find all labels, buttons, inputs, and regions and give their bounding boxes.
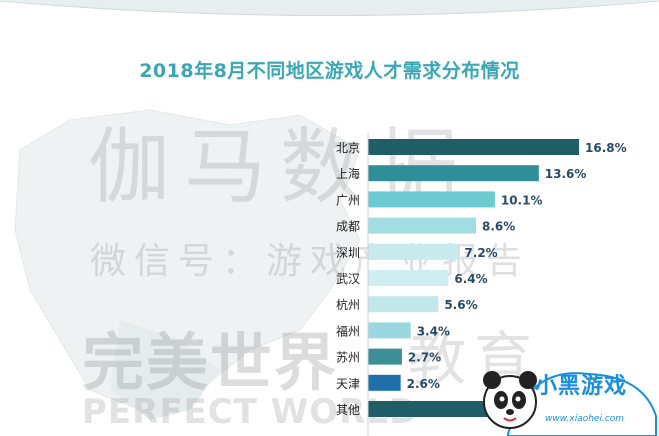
- bar-value-label: 10.1%: [501, 193, 543, 207]
- bar-value-label: 3.4%: [417, 324, 450, 338]
- category-label: 上海: [336, 166, 360, 181]
- category-label: 深圳: [336, 246, 360, 260]
- bar-value-label: 16.8%: [585, 141, 627, 155]
- bar: [368, 191, 495, 208]
- bar-value-label: 2.6%: [407, 377, 440, 391]
- bar: [368, 374, 401, 391]
- bar-value-label: 7.2%: [464, 246, 497, 260]
- bar-value-label: 2.7%: [408, 351, 441, 365]
- top-divider-arc: [0, 0, 659, 16]
- bar: [368, 322, 411, 339]
- bar-value-label: 8.6%: [482, 220, 515, 234]
- category-label: 北京: [336, 141, 360, 155]
- category-label: 成都: [336, 220, 360, 234]
- logo-url: www.xiaohei.com: [545, 414, 625, 424]
- china-map-background: [14, 109, 361, 420]
- category-label: 广州: [336, 193, 360, 207]
- category-label: 武汉: [336, 272, 360, 286]
- bar: [368, 270, 449, 286]
- bar: [368, 243, 459, 260]
- bar: [368, 165, 539, 182]
- category-label: 苏州: [336, 351, 360, 365]
- bar: [368, 217, 477, 234]
- bar: [368, 348, 402, 365]
- bar-value-label: 5.6%: [444, 298, 477, 312]
- logo-text: 小黑游戏: [535, 374, 628, 399]
- category-label: 杭州: [336, 297, 360, 312]
- xiaohei-logo-mascot: [483, 371, 657, 436]
- category-label: 福州: [336, 323, 360, 338]
- bar-value-label: 13.6%: [545, 167, 587, 181]
- bar: [368, 296, 439, 313]
- chart-title: 2018年8月不同地区游戏人才需求分布情况: [139, 60, 520, 82]
- bar: [368, 139, 579, 155]
- category-label: 其他: [336, 403, 360, 417]
- category-label: 天津: [336, 377, 360, 391]
- bar-value-label: 6.4%: [454, 272, 487, 286]
